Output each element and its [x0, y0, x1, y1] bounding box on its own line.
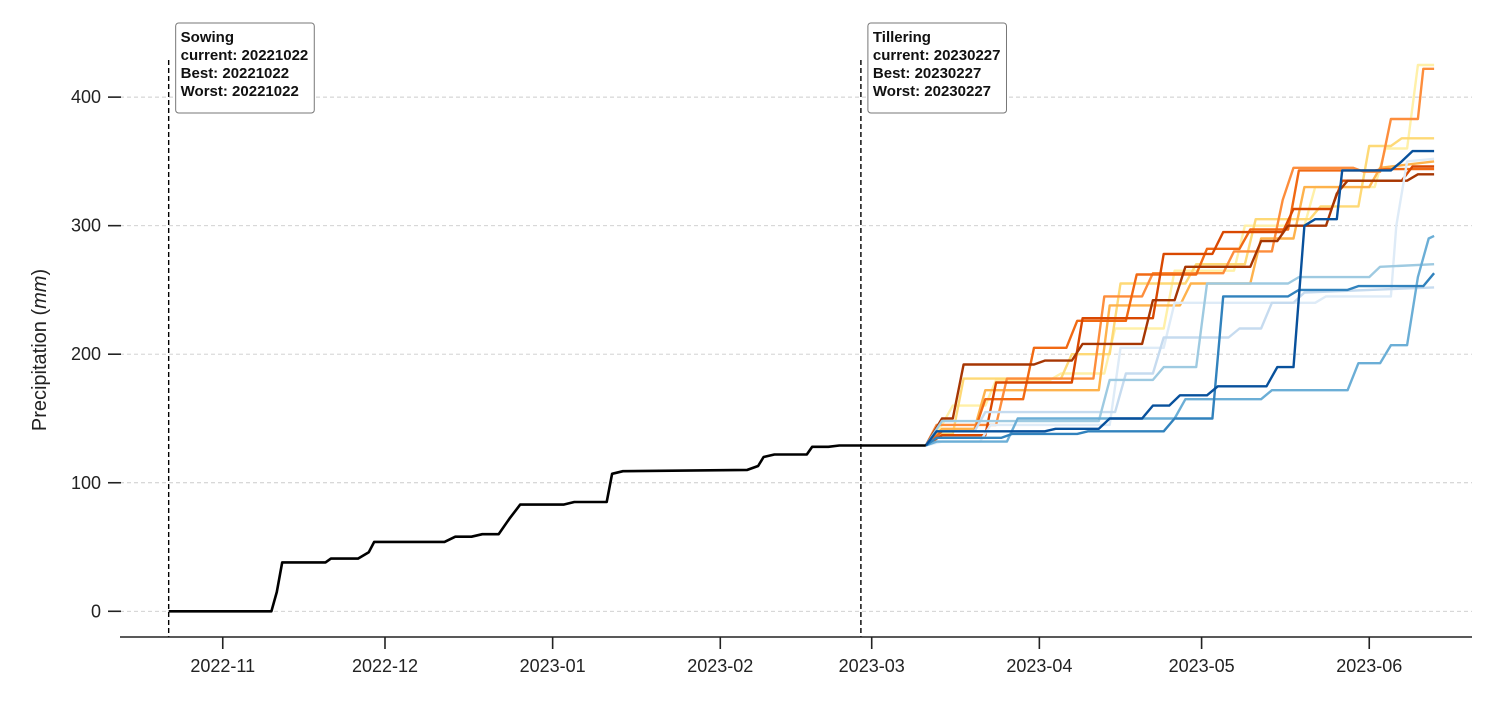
scenario-line-11: [925, 272, 1436, 447]
annotation-line-1-3: Worst: 20230227: [873, 83, 991, 100]
x-tick-label-2: 2023-01: [520, 656, 586, 676]
annotation-line-1-2: Best: 20230227: [873, 65, 981, 82]
y-ticks: 0 100 200 300 400: [71, 87, 121, 621]
x-tick-label-1: 2022-12: [352, 656, 418, 676]
observed-line: [168, 444, 926, 613]
scenario-line-4: [925, 167, 1435, 447]
x-tick-label-0: 2022-11: [190, 656, 255, 676]
x-ticks: 2022-11 2022-12 2023-01 2023-02 2023-03 2023-…: [190, 637, 1402, 676]
scenario-line-12: [924, 149, 1435, 447]
scenario-line-2: [924, 160, 1435, 447]
annotation-line-1-1: current: 20230227: [873, 47, 1001, 64]
x-tick-label-3: 2023-02: [687, 656, 753, 676]
scenario-line-3: [924, 67, 1435, 447]
x-tick-label-7: 2023-06: [1336, 656, 1402, 676]
y-tick-label-2: 200: [71, 344, 101, 364]
stage-markers: [167, 60, 862, 637]
scenario-line-8: [924, 286, 1435, 447]
series-lines: [924, 63, 1436, 447]
y-axis-title: Precipitation (mm): [29, 269, 51, 431]
annotation-line-0-3: Worst: 20221022: [181, 83, 299, 100]
y-tick-label-3: 300: [71, 216, 101, 236]
annotation-line-0-0: Sowing: [181, 29, 234, 46]
annotation-box-0: [175, 22, 315, 114]
grid-lines: [120, 96, 1472, 612]
annotation-box-1: [867, 22, 1007, 114]
y-tick-label-0: 0: [91, 601, 101, 621]
scenario-line-1: [924, 137, 1435, 447]
x-tick-label-4: 2023-03: [839, 656, 905, 676]
scenario-line-10: [925, 234, 1435, 447]
scenario-line-0: [924, 63, 1435, 447]
annotation-line-0-2: Best: 20221022: [181, 65, 289, 82]
scenario-line-9: [924, 263, 1435, 447]
scenario-line-6: [924, 173, 1435, 447]
annotation-line-0-1: current: 20221022: [181, 47, 309, 64]
y-tick-label-4: 400: [71, 87, 101, 107]
observed-series: [168, 444, 926, 613]
x-tick-label-5: 2023-04: [1006, 656, 1072, 676]
y-tick-label-1: 100: [71, 473, 101, 493]
annotation-line-1-0: Tillering: [873, 29, 931, 46]
x-tick-label-6: 2023-05: [1169, 656, 1235, 676]
